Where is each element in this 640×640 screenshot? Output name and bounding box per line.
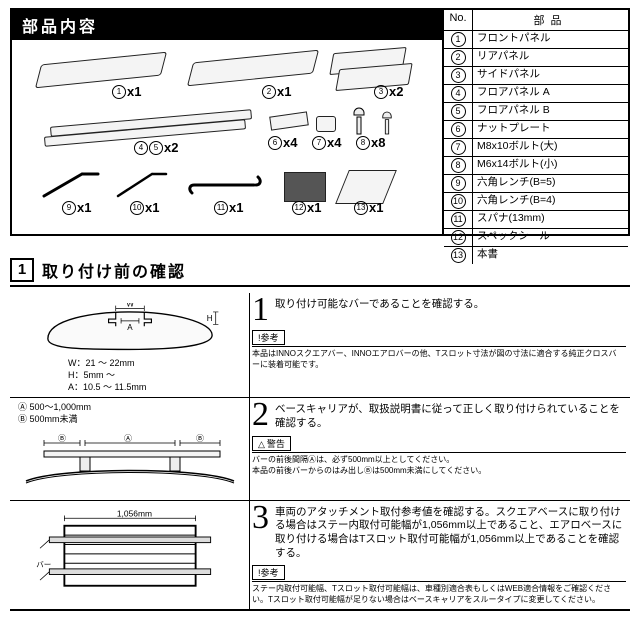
section-number: 1 xyxy=(10,258,34,282)
parts-row: 7M8x10ボルト(大) xyxy=(444,139,628,157)
parts-table: No. 部品 1フロントパネル2リアパネル3サイドパネル4フロアパネル A5フロ… xyxy=(442,10,628,234)
col-name: 部品 xyxy=(473,10,628,30)
parts-row: 11スパナ(13mm) xyxy=(444,211,628,229)
step1-note: !参考 本品はINNOスクエアバー、INNOエアロバーの他、Tスロット寸法が図の… xyxy=(252,330,626,371)
qty-1: x1 xyxy=(127,84,141,99)
step2-dim-b: Ⓑ 500mm未満 xyxy=(18,414,245,426)
svg-text:H: H xyxy=(206,314,212,323)
parts-row: 9六角レンチ(B=5) xyxy=(444,175,628,193)
qty-45: x2 xyxy=(164,140,178,155)
qty-13: x1 xyxy=(369,200,383,215)
step1-ref-body: 本品はINNOスクエアバー、INNOエアロバーの他、Tスロット寸法が図の寸法に適… xyxy=(252,346,626,371)
step2-dim-a: Ⓐ 500～1,000mm xyxy=(18,402,245,414)
qty-6: x4 xyxy=(283,135,297,150)
step3-ref-tag: 参考 xyxy=(261,568,279,578)
parts-row: 12スペックシール xyxy=(444,229,628,247)
parts-diagram-panel: 部品内容 1x1 xyxy=(12,10,442,234)
qty-11: x1 xyxy=(229,200,243,215)
step-1: W A H W：21 ～ 22mm H：5mm ～ A：10.5 ～ 11.5m… xyxy=(10,293,630,398)
step1-number: 1 xyxy=(250,296,275,325)
svg-text:Ⓑ: Ⓑ xyxy=(196,434,204,443)
col-no: No. xyxy=(444,10,473,30)
parts-row: 6ナットプレート xyxy=(444,121,628,139)
parts-diagram: 1x1 2x1 3x2 45x2 6x4 7x4 8x8 9x1 10x1 11… xyxy=(12,40,442,234)
step2-warn-tag: 警告 xyxy=(267,439,285,449)
qty-7: x4 xyxy=(327,135,341,150)
step1-dim-a: A：10.5 ～ 11.5mm xyxy=(68,381,245,393)
qty-9: x1 xyxy=(77,200,91,215)
parts-row: 2リアパネル xyxy=(444,49,628,67)
parts-row: 13本書 xyxy=(444,247,628,264)
parts-row: 5フロアパネル B xyxy=(444,103,628,121)
step2-warn-body: バーの前後間隔Ⓐは、必ず500mm以上としてください。 本品の前後バーからのはみ… xyxy=(252,452,626,477)
step2-warning: △警告 バーの前後間隔Ⓐは、必ず500mm以上としてください。 本品の前後バーか… xyxy=(252,436,626,477)
step-3: 1,056mm バー 3 車両のアタッチメント取付参考値を確認する。スクエアベー… xyxy=(10,501,630,611)
step1-dim-h: H：5mm ～ xyxy=(68,369,245,381)
step1-dim-w: W：21 ～ 22mm xyxy=(68,357,245,369)
parts-row: 1フロントパネル xyxy=(444,31,628,49)
step3-figure: 1,056mm バー xyxy=(10,501,250,609)
svg-text:A: A xyxy=(127,323,133,332)
step2-figure: Ⓐ 500～1,000mm Ⓑ 500mm未満 Ⓐ Ⓑ Ⓑ xyxy=(10,398,250,499)
parts-row: 3サイドパネル xyxy=(444,67,628,85)
parts-box: 部品内容 1x1 xyxy=(10,8,630,236)
svg-text:1,056mm: 1,056mm xyxy=(116,508,151,518)
parts-row: 8M6x14ボルト(小) xyxy=(444,157,628,175)
section-heading: 取り付け前の確認 xyxy=(42,258,186,282)
qty-3: x2 xyxy=(389,84,403,99)
svg-text:バー: バー xyxy=(36,560,51,569)
svg-text:Ⓐ: Ⓐ xyxy=(124,434,132,443)
step3-lead: 車両のアタッチメント取付参考値を確認する。スクエアベースに取り付ける場合はステー… xyxy=(275,504,626,561)
qty-2: x1 xyxy=(277,84,291,99)
step-2: Ⓐ 500～1,000mm Ⓑ 500mm未満 Ⓐ Ⓑ Ⓑ 2 ベースキャリアが… xyxy=(10,398,630,500)
step2-number: 2 xyxy=(250,401,275,430)
parts-table-header: No. 部品 xyxy=(444,10,628,31)
step1-figure: W A H W：21 ～ 22mm H：5mm ～ A：10.5 ～ 11.5m… xyxy=(10,293,250,397)
step3-number: 3 xyxy=(250,504,275,533)
step1-lead: 取り付け可能なバーであることを確認する。 xyxy=(275,296,484,312)
step1-ref-tag: 参考 xyxy=(261,333,279,343)
svg-text:Ⓑ: Ⓑ xyxy=(58,434,66,443)
parts-row: 4フロアパネル A xyxy=(444,85,628,103)
step3-ref-body: ステー内取付可能幅、Tスロット取付可能幅は、車種別適合表もしくはWEB適合情報を… xyxy=(252,581,626,606)
step3-note: !参考 ステー内取付可能幅、Tスロット取付可能幅は、車種別適合表もしくはWEB適… xyxy=(252,565,626,606)
parts-row: 10六角レンチ(B=4) xyxy=(444,193,628,211)
qty-8: x8 xyxy=(371,135,385,150)
qty-12: x1 xyxy=(307,200,321,215)
qty-10: x1 xyxy=(145,200,159,215)
parts-title: 部品内容 xyxy=(12,10,442,40)
step2-lead: ベースキャリアが、取扱説明書に従って正しく取り付けられていることを確認する。 xyxy=(275,401,626,430)
svg-text:W: W xyxy=(126,303,134,309)
